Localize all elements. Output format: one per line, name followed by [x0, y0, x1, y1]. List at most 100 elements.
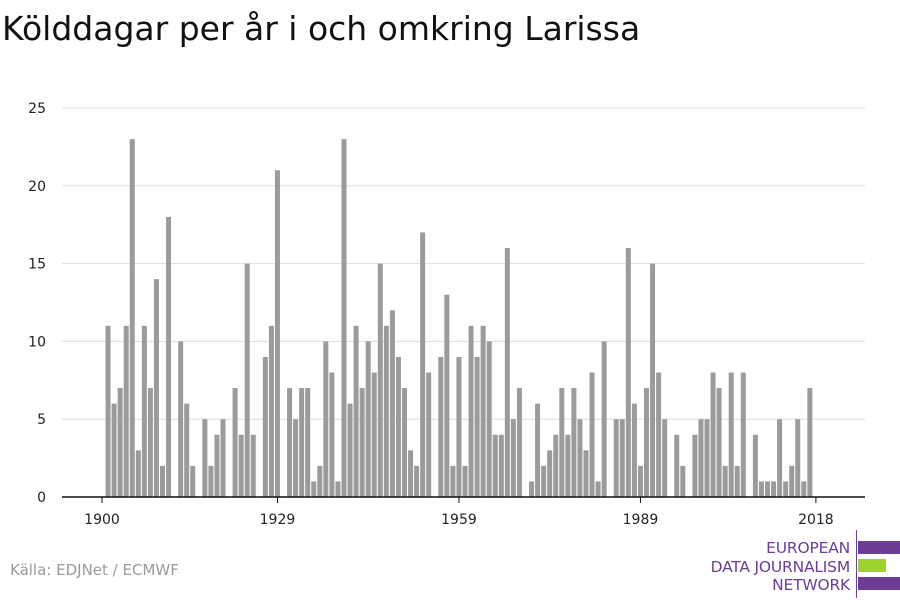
- logo-line-1: EUROPEAN: [766, 539, 850, 557]
- y-tick-label: 25: [28, 101, 46, 117]
- bar-1941: [347, 403, 353, 497]
- bar-1939: [335, 481, 341, 497]
- bar-2009: [758, 481, 764, 497]
- bar-1960: [462, 465, 468, 497]
- bar-1963: [480, 325, 486, 497]
- bar-1961: [468, 325, 474, 497]
- y-tick-label: 15: [28, 257, 46, 273]
- bar-1972: [535, 403, 541, 497]
- bar-1999: [698, 419, 704, 497]
- bar-1937: [323, 341, 329, 497]
- bar-1977: [565, 434, 571, 497]
- bar-1922: [232, 388, 238, 497]
- bar-1909: [153, 279, 159, 497]
- bar-2003: [722, 465, 728, 497]
- x-tick-label: 1929: [260, 512, 296, 528]
- bar-1990: [644, 388, 649, 497]
- bar-1945: [371, 372, 377, 497]
- bar-1989: [637, 465, 643, 497]
- bar-1978: [571, 388, 577, 497]
- bar-1991: [650, 263, 656, 497]
- bar-1995: [674, 434, 680, 497]
- bar-2001: [710, 372, 716, 497]
- bar-1983: [601, 341, 607, 497]
- bar-1964: [486, 341, 492, 497]
- bar-2016: [801, 481, 807, 497]
- bar-1928: [268, 325, 274, 497]
- axes: 0 5 10 15 20 25 1900 1929 1959 1989 2018: [28, 101, 865, 528]
- bar-1904: [123, 325, 129, 497]
- bar-1958: [450, 465, 456, 497]
- chart-title: Kölddagar per år i och omkring Larissa: [2, 9, 641, 48]
- logo-bar-purple-top: [858, 541, 900, 554]
- bar-1940: [341, 139, 347, 497]
- bar-1993: [662, 419, 668, 497]
- bar-2008: [752, 434, 758, 497]
- bar-1903: [117, 388, 123, 497]
- bar-1996: [680, 465, 686, 497]
- bar-1950: [402, 388, 407, 497]
- bar-1929: [274, 170, 280, 498]
- logo-line-2: DATA JOURNALISM: [710, 558, 851, 576]
- x-tick-label: 1959: [441, 512, 477, 528]
- y-tick-label: 20: [28, 179, 46, 195]
- bar-1931: [287, 388, 293, 497]
- bar-1981: [589, 372, 595, 497]
- bar-1908: [147, 388, 153, 497]
- bar-1980: [583, 450, 589, 497]
- bar-1934: [305, 388, 311, 497]
- bar-2000: [704, 419, 710, 497]
- bar-1938: [329, 372, 335, 497]
- bar-1935: [311, 481, 317, 497]
- bar-2005: [734, 465, 740, 497]
- bar-1902: [111, 403, 117, 497]
- bar-1906: [135, 450, 141, 497]
- bar-1965: [492, 434, 498, 497]
- bar-1946: [377, 263, 383, 497]
- bar-2002: [716, 388, 722, 497]
- bar-2011: [771, 481, 777, 497]
- bar-1936: [317, 465, 323, 497]
- bar-1920: [220, 419, 226, 497]
- bar-2004: [728, 372, 734, 497]
- bar-1992: [656, 372, 662, 497]
- x-tick-label: 1900: [84, 512, 120, 528]
- bar-1971: [529, 481, 535, 497]
- bar-2013: [783, 481, 789, 497]
- bar-1979: [577, 419, 583, 497]
- bar-1985: [613, 419, 619, 497]
- logo-bar-purple-bottom: [858, 577, 900, 590]
- bar-1932: [293, 419, 299, 497]
- bar-2006: [740, 372, 746, 497]
- bar-1959: [456, 356, 462, 497]
- x-tick-label: 2018: [798, 512, 834, 528]
- bar-1943: [359, 388, 365, 497]
- bar-1907: [141, 325, 147, 497]
- bar-1953: [420, 232, 426, 498]
- bar-1942: [353, 325, 359, 497]
- x-tick-label: 1989: [623, 512, 659, 528]
- bar-1911: [166, 216, 172, 498]
- bar-1924: [244, 263, 250, 497]
- bar-1967: [504, 248, 510, 497]
- bar-1919: [214, 434, 220, 497]
- bar-1947: [383, 325, 389, 497]
- y-tick-label: 5: [37, 412, 46, 428]
- bar-1923: [238, 434, 244, 497]
- bar-1974: [547, 450, 553, 497]
- bar-1957: [444, 294, 450, 497]
- bar-1948: [389, 310, 395, 497]
- bar-2010: [765, 481, 770, 497]
- bar-1975: [553, 434, 559, 497]
- logo-divider: [856, 530, 857, 598]
- bar-1973: [541, 465, 547, 497]
- bar-2012: [777, 419, 783, 497]
- bar-1954: [426, 372, 432, 497]
- source-note: Källa: EDJNet / ECMWF: [10, 561, 179, 579]
- bar-1982: [595, 481, 601, 497]
- bar-1968: [510, 419, 516, 497]
- bar-1933: [299, 388, 305, 497]
- bar-1915: [190, 465, 196, 497]
- y-tick-label: 0: [37, 490, 46, 506]
- bar-1987: [625, 248, 631, 497]
